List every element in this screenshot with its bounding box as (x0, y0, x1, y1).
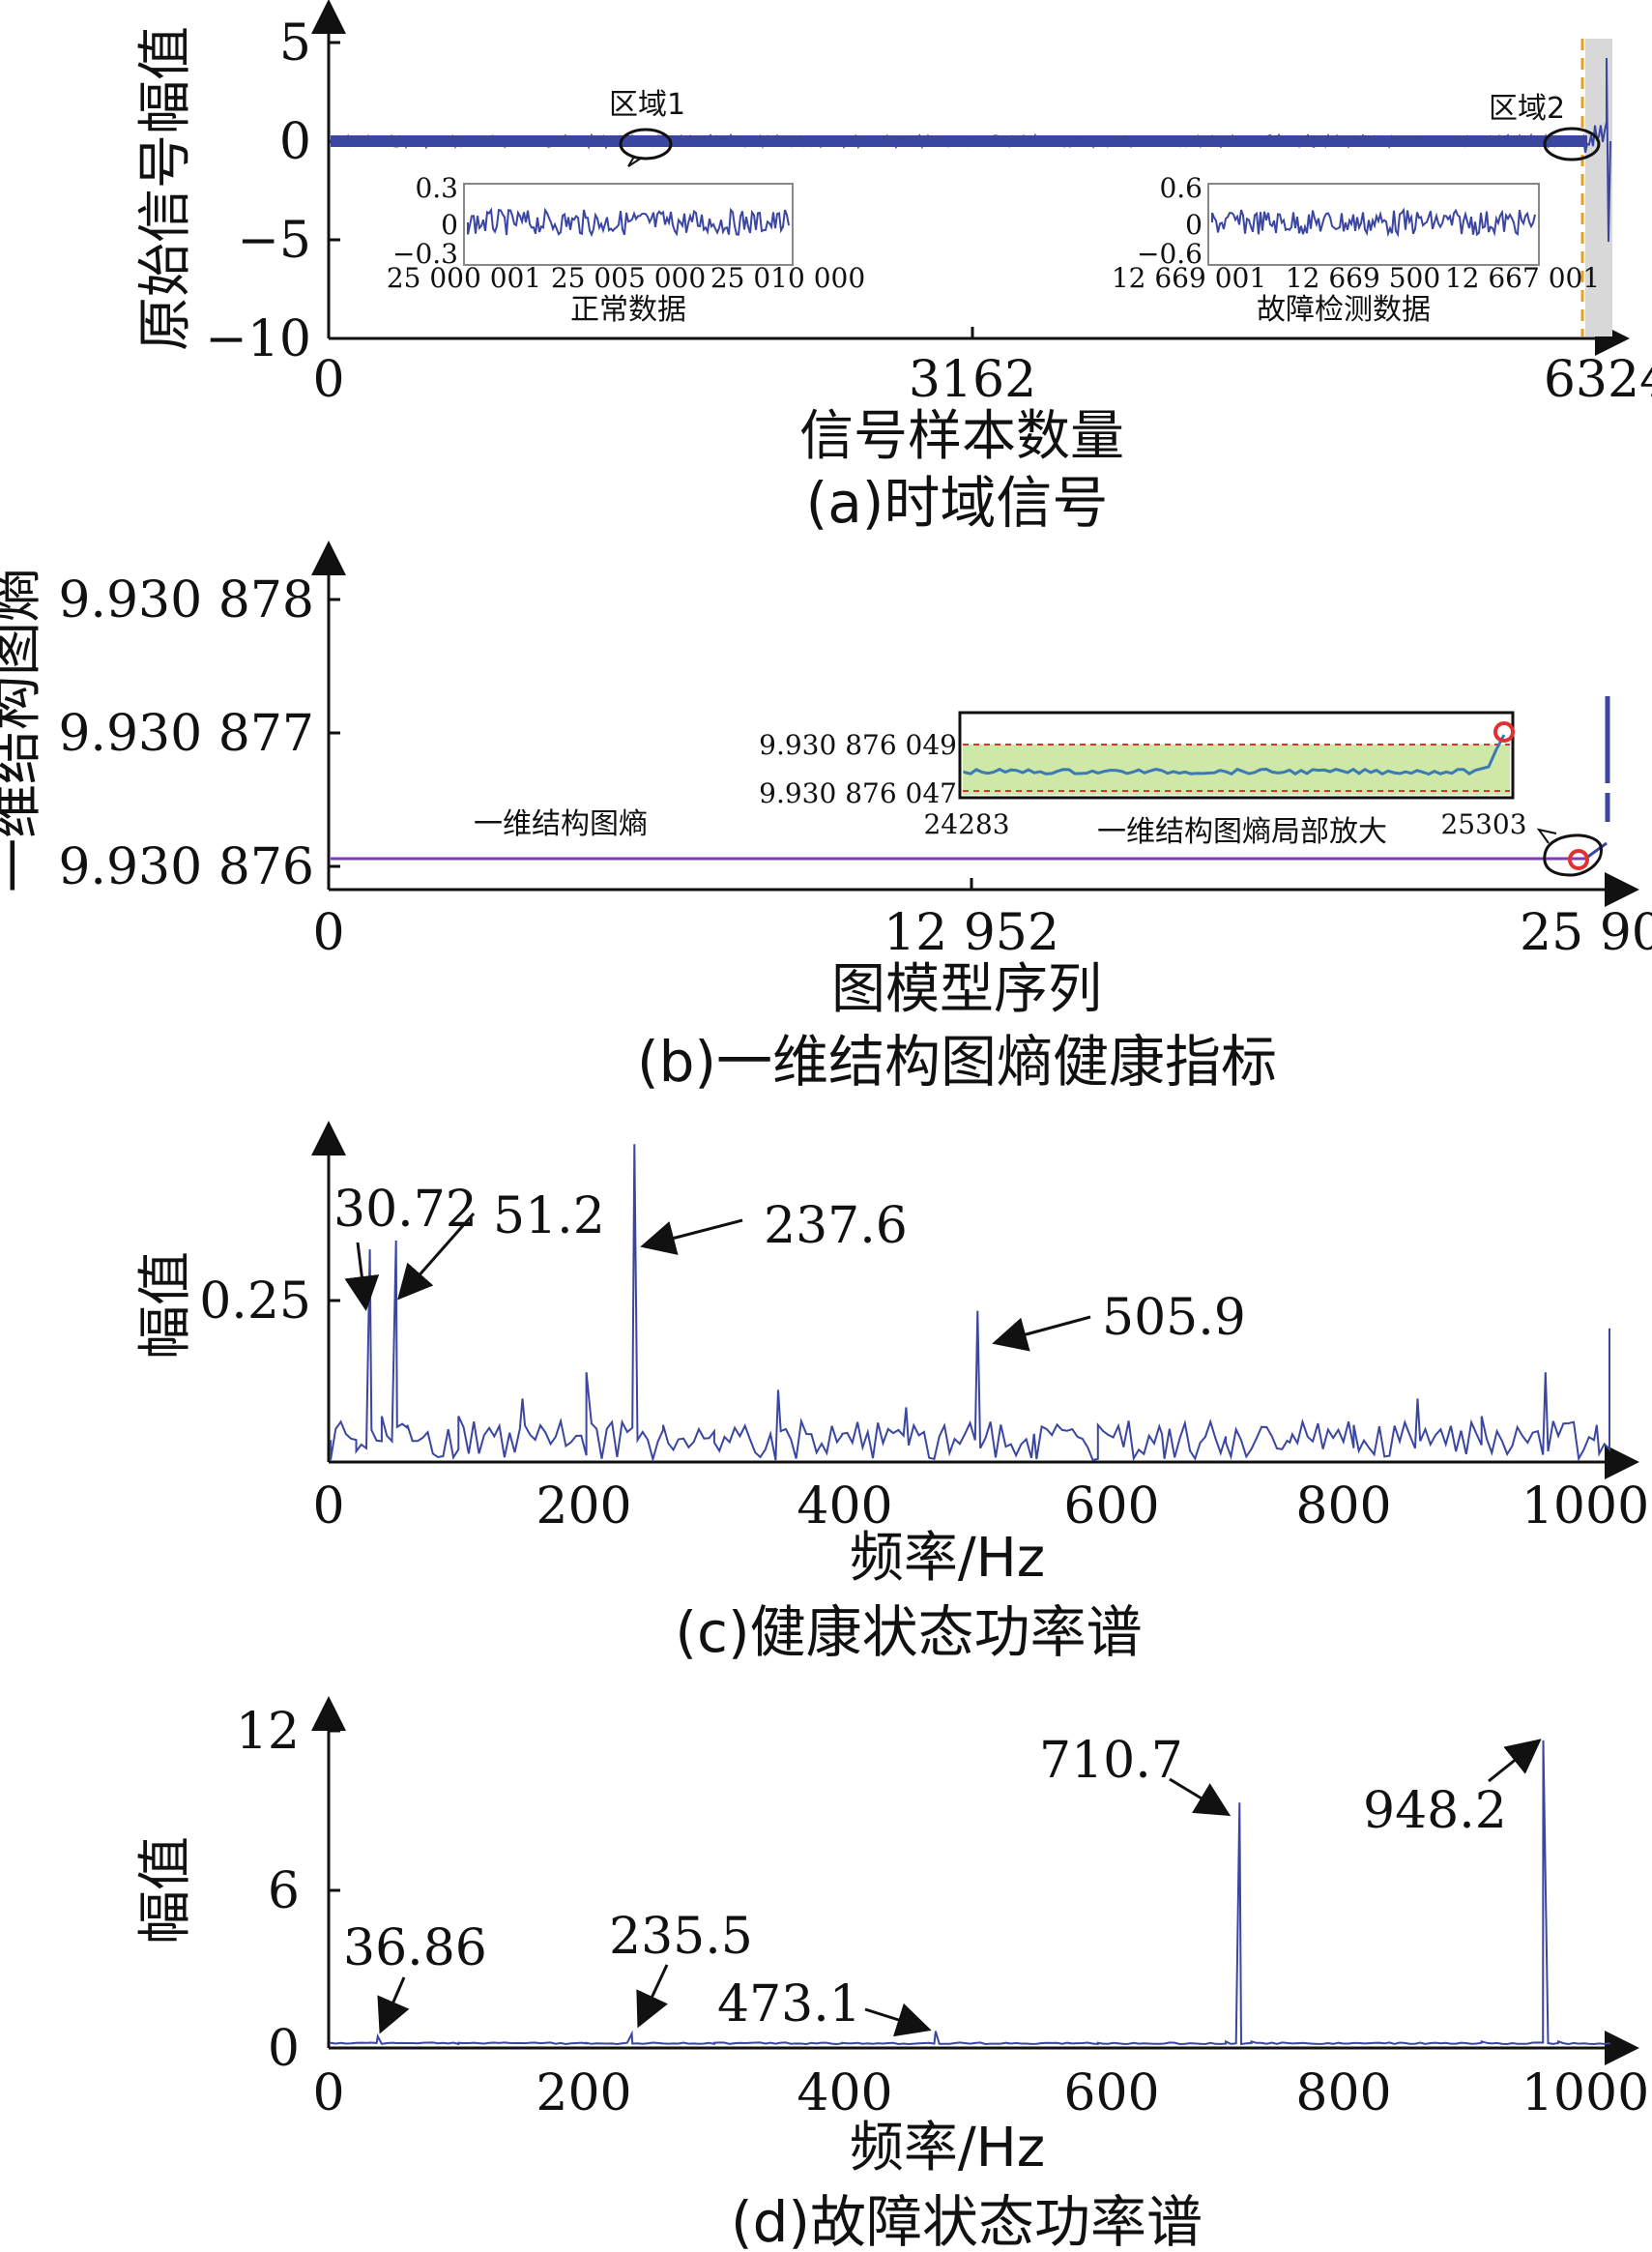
panel-a-caption: (a)时域信号 (806, 470, 1109, 536)
inset-normal-data: 0.3 0 −0.3 25 000 001 25 005 000 25 010 … (387, 172, 865, 327)
panel-b: 一维结构图熵 9.930 878 9.930 877 9.930 876 0 1… (0, 541, 1652, 1095)
annotation-235-5: 235.5 (609, 1908, 753, 1966)
panel-a-ytick: −5 (237, 212, 311, 270)
panel-c-xtick: 200 (536, 1477, 631, 1535)
annotation-710-7: 710.7 (1039, 1732, 1183, 1790)
inset2-xtick: 12 669 001 (1112, 262, 1266, 294)
panel-c-ylabel: 幅值 (134, 1251, 197, 1360)
inset1-ytick: 0.3 (415, 172, 458, 204)
panel-d-xtick: 0 (312, 2064, 344, 2122)
panel-b-ylabel: 一维结构图熵 (0, 568, 47, 892)
fault-point-bubble (1543, 834, 1603, 877)
panel-c-caption: (c)健康状态功率谱 (675, 1599, 1142, 1665)
panel-a-ytick: −10 (205, 310, 311, 368)
inset-b-xtick: 25303 (1440, 808, 1526, 840)
panel-d-xtick: 1000 (1522, 2064, 1649, 2122)
inset1-xtick: 25 000 001 (387, 262, 541, 294)
inset-b-ytick: 9.930 876 047 (759, 777, 957, 809)
fault-point-marker (1568, 849, 1589, 870)
panel-c-xtick: 0 (312, 1477, 344, 1535)
healthy-spectrum-line (330, 1144, 1610, 1463)
inset2-label: 故障检测数据 (1257, 293, 1431, 327)
annotation-948-2: 948.2 (1363, 1782, 1507, 1840)
annotation-237-6: 237.6 (764, 1197, 908, 1255)
annotation-473-1: 473.1 (717, 1975, 861, 2033)
panel-d-ylabel: 幅值 (134, 1836, 197, 1945)
panel-a-ytick: 0 (279, 113, 311, 171)
panel-a-xtick: 0 (312, 351, 344, 409)
panel-a-ylabel: 原始信号幅值 (134, 26, 197, 351)
inset1-ytick: −0.3 (392, 238, 458, 270)
inset2-ytick: 0 (1185, 209, 1203, 241)
inset2-ytick: 0.6 (1159, 172, 1203, 204)
panel-b-caption: (b)一维结构图熵健康指标 (637, 1029, 1277, 1095)
panel-c-xtick: 1000 (1522, 1477, 1649, 1535)
annotation-51-2: 51.2 (493, 1187, 605, 1245)
panel-b-ytick: 9.930 877 (58, 705, 314, 763)
time-signal-line (330, 57, 1611, 243)
panel-d-ytick: 0 (268, 2020, 300, 2078)
inset-fault-marker (1493, 721, 1515, 743)
panel-b-xtick: 25 903 (1520, 904, 1652, 962)
inset2-ytick: −0.6 (1137, 238, 1203, 270)
inset-entropy-zoom: 9.930 876 049 9.930 876 047 24283 25303 … (759, 711, 1527, 849)
fault-spectrum-line (330, 1740, 1610, 2046)
inset1-xtick: 25 005 000 (551, 262, 706, 294)
panel-a-xtick: 3162 (909, 351, 1036, 409)
entropy-series-label: 一维结构图熵 (474, 807, 648, 841)
panel-c-xtick: 800 (1295, 1477, 1391, 1535)
panel-d-xtick: 800 (1295, 2064, 1391, 2122)
panel-d-xtick: 600 (1063, 2064, 1159, 2122)
inset1-label: 正常数据 (570, 293, 686, 327)
region1-label: 区域1 (609, 88, 685, 122)
panel-d-xlabel: 频率/Hz (850, 2117, 1045, 2179)
annotation-30-72: 30.72 (333, 1181, 478, 1239)
panel-a-xlabel: 信号样本数量 (799, 405, 1124, 468)
panel-b-xtick: 12 952 (884, 904, 1059, 962)
region2-label: 区域2 (1489, 92, 1565, 126)
annotation-505-9: 505.9 (1102, 1289, 1246, 1347)
panel-b-ytick: 9.930 878 (58, 571, 314, 629)
panel-d-xtick: 200 (536, 2064, 631, 2122)
panel-a-xtick: 6324 (1544, 351, 1652, 409)
inset-b-ytick: 9.930 876 049 (759, 729, 957, 761)
annotation-36-86: 36.86 (343, 1919, 487, 1977)
inset-fault-data: 0.6 0 −0.6 12 669 001 12 669 500 12 667 … (1112, 172, 1600, 327)
panel-b-xtick: 0 (312, 904, 344, 962)
panel-d-caption: (d)故障状态功率谱 (731, 2189, 1203, 2252)
panel-d-xtick: 400 (797, 2064, 892, 2122)
region2-marker (1543, 127, 1601, 161)
panel-c-ytick: 0.25 (199, 1272, 311, 1331)
inset-b-xtick: 24283 (923, 808, 1009, 840)
panel-c-xlabel: 频率/Hz (850, 1527, 1045, 1590)
panel-b-xlabel: 图模型序列 (831, 958, 1102, 1021)
panel-a: 原始信号幅值 5 0 −5 −10 0 3162 6324 区域1 区域2 0.… (134, 0, 1652, 536)
inset1-xtick: 25 010 000 (710, 262, 865, 294)
panel-d: 幅值 12 6 0 0 200 400 600 800 1000 36.86 2… (134, 1696, 1649, 2252)
inset1-ytick: 0 (441, 209, 458, 241)
panel-c-xtick: 400 (797, 1477, 892, 1535)
panel-b-ytick: 9.930 876 (58, 838, 314, 896)
inset-b-label: 一维结构图熵局部放大 (1097, 815, 1387, 849)
panel-d-ytick: 6 (268, 1862, 300, 1920)
panel-c: 幅值 0.25 0 200 400 600 800 1000 30.72 51.… (134, 1121, 1649, 1665)
inset2-xtick: 12 667 001 (1445, 262, 1600, 294)
panel-a-ytick: 5 (279, 15, 311, 73)
panel-c-xtick: 600 (1063, 1477, 1159, 1535)
inset2-xtick: 12 669 500 (1286, 262, 1440, 294)
region1-marker (619, 128, 673, 161)
panel-d-ytick: 12 (236, 1703, 300, 1761)
